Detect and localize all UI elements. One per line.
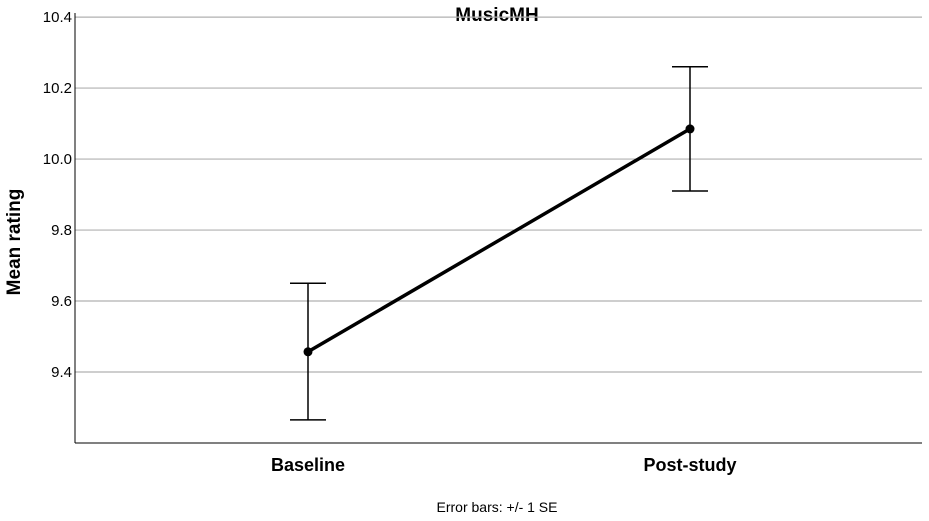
chart-title: MusicMH (455, 5, 538, 26)
y-tick-label-3: 10.0 (43, 151, 72, 168)
y-tick-label-5: 10.4 (43, 9, 72, 26)
y-tick-label-2: 9.8 (51, 222, 72, 239)
data-point-0 (303, 347, 313, 357)
series-line-0 (307, 127, 691, 354)
y-tick-label-1: 9.6 (51, 293, 72, 310)
data-point-1 (685, 124, 695, 134)
error-bar-note: Error bars: +/- 1 SE (437, 499, 558, 515)
gridlines (75, 16, 922, 373)
y-axis-label: Mean rating (4, 189, 25, 296)
x-tick-label-0: Baseline (271, 455, 345, 475)
x-tick-labels: Baseline Post-study (271, 455, 737, 475)
axes (74, 13, 922, 444)
y-tick-label-4: 10.2 (43, 80, 72, 97)
x-tick-label-1: Post-study (643, 455, 736, 475)
series (290, 66, 708, 421)
y-tick-labels: 9.4 9.6 9.8 10.0 10.2 10.4 (43, 9, 72, 381)
y-tick-label-0: 9.4 (51, 364, 72, 381)
